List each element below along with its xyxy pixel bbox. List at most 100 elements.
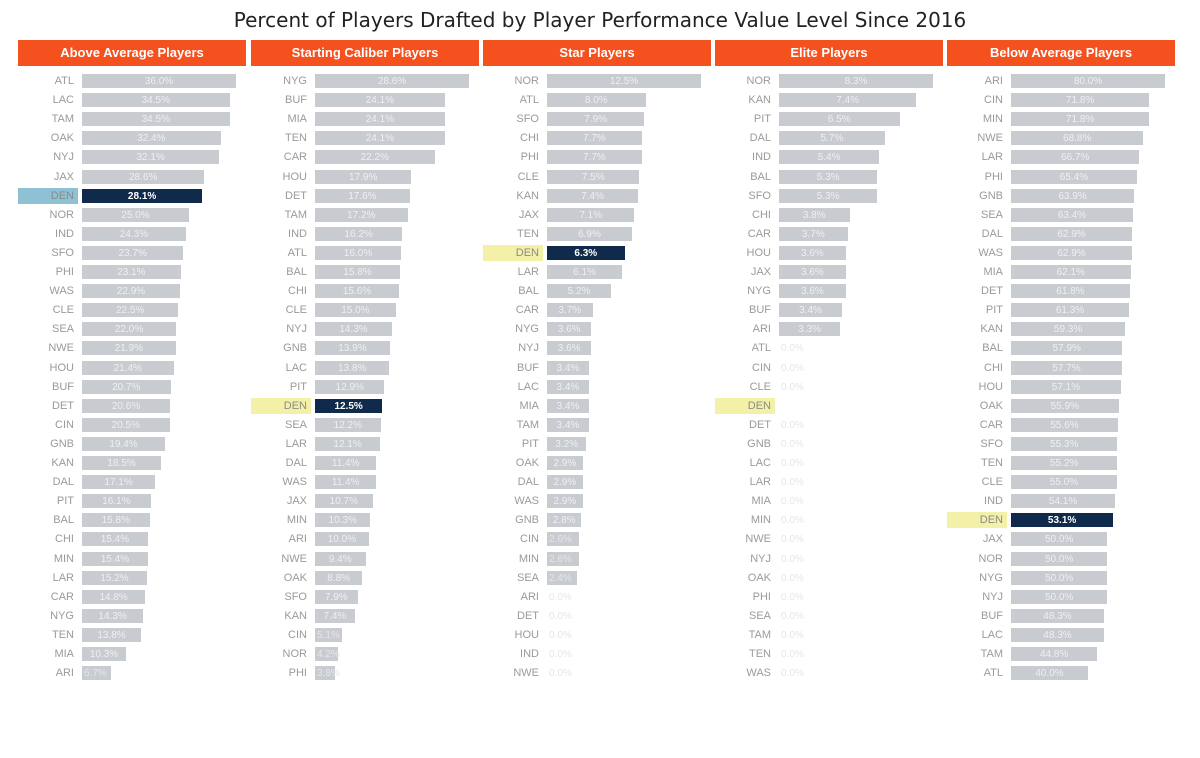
value-label: 17.6% — [348, 190, 377, 202]
category-label: NWE — [745, 533, 771, 546]
bar-row: MIA 62.1% — [947, 263, 1175, 282]
category-label: JAX — [53, 170, 74, 183]
category-label: LAR — [749, 476, 771, 489]
value-label: 14.3% — [98, 610, 127, 622]
bar-row: SEA 22.0% — [18, 320, 246, 339]
category-label: LAC — [52, 94, 74, 107]
category-label: NYJ — [982, 590, 1003, 603]
value-label: 32.4% — [137, 133, 166, 145]
value-label: 7.7% — [583, 133, 606, 145]
bar-row: SEA 63.4% — [947, 206, 1175, 225]
bar — [82, 647, 127, 661]
value-label: 5.3% — [816, 171, 840, 183]
value-label: 20.5% — [111, 419, 141, 431]
bar — [1011, 245, 1133, 260]
bar — [1011, 456, 1118, 470]
bar-row: NYG 3.6% — [715, 282, 943, 301]
category-label: SEA — [980, 208, 1003, 221]
category-label: MIA — [983, 266, 1003, 278]
bar-row: CLE 7.5% — [483, 168, 711, 187]
value-label: 48.3% — [1043, 629, 1072, 641]
category-label: WAS — [514, 495, 539, 508]
bar — [1011, 322, 1126, 337]
bar — [1011, 647, 1098, 661]
bar-row: GNB 19.4% — [18, 435, 246, 454]
bar-row: TAM 0.0% — [715, 626, 943, 645]
bar-row: NYG 14.3% — [18, 607, 246, 626]
value-label: 24.1% — [365, 114, 395, 126]
category-label: BAL — [750, 170, 771, 183]
bar-row: LAC 0.0% — [715, 454, 943, 473]
value-label: 7.9% — [584, 114, 608, 126]
bar — [1011, 417, 1119, 432]
category-label: MIA — [751, 495, 771, 508]
bar — [1011, 360, 1123, 375]
value-label: 17.2% — [347, 209, 376, 221]
bar — [82, 74, 236, 88]
value-label: 5.7% — [820, 133, 844, 145]
bar — [1011, 284, 1130, 299]
value-label: 7.4% — [836, 95, 860, 107]
category-label: CIN — [752, 361, 771, 374]
bar — [547, 265, 623, 279]
value-label: 0.0% — [781, 534, 804, 546]
value-label: 22.2% — [360, 152, 389, 164]
bar — [1011, 494, 1116, 509]
bar-row: MIN 2.6% — [483, 550, 711, 569]
value-label: 15.6% — [342, 286, 372, 298]
category-label: SFO — [284, 590, 307, 603]
value-label: 0.0% — [781, 515, 804, 527]
bar-row: OAK 55.9% — [947, 397, 1175, 416]
category-label: MIN — [982, 113, 1003, 126]
bar-row: NOR 25.0% — [18, 206, 246, 225]
value-label: 12.9% — [335, 381, 364, 393]
value-label: 10.0% — [327, 534, 357, 546]
value-label: 50.0% — [1044, 534, 1074, 546]
bar — [315, 341, 390, 356]
category-label: CHI — [984, 361, 1003, 374]
bar — [315, 131, 445, 146]
bar — [315, 589, 358, 604]
bar — [1011, 666, 1088, 681]
bar-row: OAK 32.4% — [18, 129, 246, 148]
bar — [315, 627, 343, 642]
value-label: 34.5% — [141, 95, 170, 107]
bar — [547, 131, 642, 146]
category-label: BAL — [982, 342, 1003, 355]
bar-row: OAK 2.9% — [483, 454, 711, 473]
value-label: 22.9% — [116, 286, 146, 298]
category-label: NYG — [515, 323, 539, 336]
category-label: DAL — [285, 457, 307, 469]
value-label: 36.0% — [144, 76, 174, 87]
bar-row: NYJ 14.3% — [251, 320, 479, 339]
category-label: CHI — [752, 208, 771, 221]
bar — [82, 265, 181, 279]
bar-row: ATL 40.0% — [947, 664, 1175, 683]
category-label: HOU — [978, 380, 1003, 393]
category-label: GNB — [50, 437, 74, 450]
category-label: NYJ — [750, 552, 771, 565]
category-label: SFO — [51, 246, 74, 259]
bar — [82, 112, 230, 127]
value-label: 6.5% — [827, 114, 851, 126]
bar-row: IND 54.1% — [947, 492, 1175, 511]
value-label: 2.9% — [553, 458, 577, 469]
bar — [1011, 398, 1119, 413]
panel-header: Star Players — [483, 40, 711, 66]
category-label: DAL — [517, 476, 539, 489]
bar — [315, 494, 373, 509]
bar-row: GNB 63.9% — [947, 187, 1175, 206]
category-label: NYJ — [53, 151, 74, 164]
category-label: ATL — [983, 667, 1003, 680]
bar-row: MIN 71.8% — [947, 110, 1175, 129]
category-label: BUF — [517, 361, 539, 374]
bar — [1011, 341, 1123, 356]
category-label: DET — [749, 418, 771, 431]
bar — [315, 322, 392, 337]
category-label: CAR — [283, 151, 307, 164]
category-label: NOR — [746, 75, 771, 87]
category-label: NOR — [978, 552, 1003, 565]
bar-row: CHI 3.8% — [715, 206, 943, 225]
category-label: TEN — [981, 457, 1003, 469]
bar-row: BAL 5.3% — [715, 168, 943, 187]
